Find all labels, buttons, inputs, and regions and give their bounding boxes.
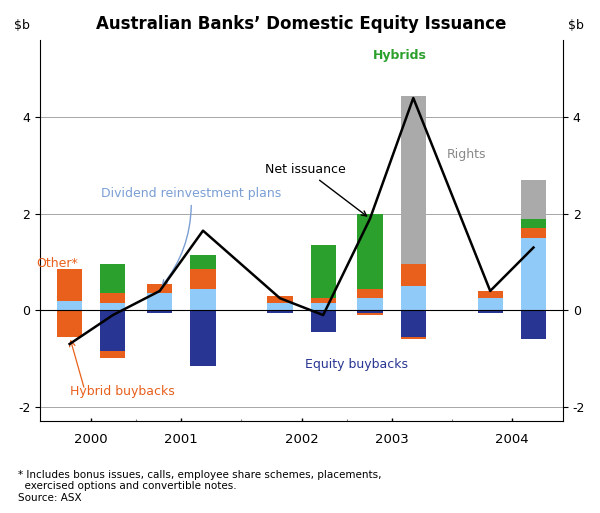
Bar	[190, 288, 215, 310]
Bar	[311, 310, 336, 332]
Bar	[478, 291, 503, 298]
Bar	[147, 293, 172, 310]
Bar	[311, 298, 336, 303]
Text: Hybrids: Hybrids	[373, 49, 427, 63]
Text: 2000: 2000	[74, 433, 108, 446]
Bar	[100, 310, 125, 351]
Bar	[100, 303, 125, 310]
Bar	[190, 255, 215, 269]
Bar	[190, 310, 215, 366]
Bar	[358, 298, 383, 310]
Bar	[57, 269, 82, 301]
Text: 2004: 2004	[495, 433, 529, 446]
Title: Australian Banks’ Domestic Equity Issuance: Australian Banks’ Domestic Equity Issuan…	[97, 15, 507, 33]
Bar	[358, 310, 383, 312]
Bar	[401, 286, 426, 310]
Bar	[521, 310, 546, 339]
Bar	[358, 214, 383, 288]
Bar	[401, 337, 426, 339]
Text: Rights: Rights	[446, 148, 486, 161]
Bar	[100, 264, 125, 293]
Text: Other*: Other*	[37, 257, 79, 270]
Bar	[311, 245, 336, 298]
Bar	[147, 310, 172, 312]
Bar	[358, 312, 383, 315]
Bar	[521, 228, 546, 238]
Bar	[401, 95, 426, 264]
Bar	[267, 296, 293, 303]
Bar	[478, 310, 503, 312]
Text: Hybrid buybacks: Hybrid buybacks	[70, 385, 175, 398]
Text: $b: $b	[568, 19, 584, 32]
Text: Equity buybacks: Equity buybacks	[305, 358, 408, 371]
Bar	[311, 303, 336, 310]
Bar	[358, 288, 383, 298]
Bar	[521, 238, 546, 310]
Bar	[478, 298, 503, 310]
Bar	[267, 303, 293, 310]
Bar	[100, 293, 125, 303]
Bar	[401, 264, 426, 286]
Text: * Includes bonus issues, calls, employee share schemes, placements,
  exercised : * Includes bonus issues, calls, employee…	[18, 469, 382, 503]
Bar	[190, 269, 215, 288]
Bar	[57, 301, 82, 310]
Text: 2002: 2002	[284, 433, 319, 446]
Bar	[57, 310, 82, 337]
Bar	[401, 310, 426, 337]
Bar	[267, 310, 293, 312]
Bar	[521, 180, 546, 219]
Bar	[521, 219, 546, 228]
Bar	[100, 351, 125, 359]
Bar	[147, 284, 172, 293]
Text: Net issuance: Net issuance	[265, 163, 367, 216]
Text: 2003: 2003	[375, 433, 409, 446]
Text: 2001: 2001	[164, 433, 198, 446]
Text: $b: $b	[14, 19, 30, 32]
Text: Dividend reinvestment plans: Dividend reinvestment plans	[101, 187, 281, 285]
